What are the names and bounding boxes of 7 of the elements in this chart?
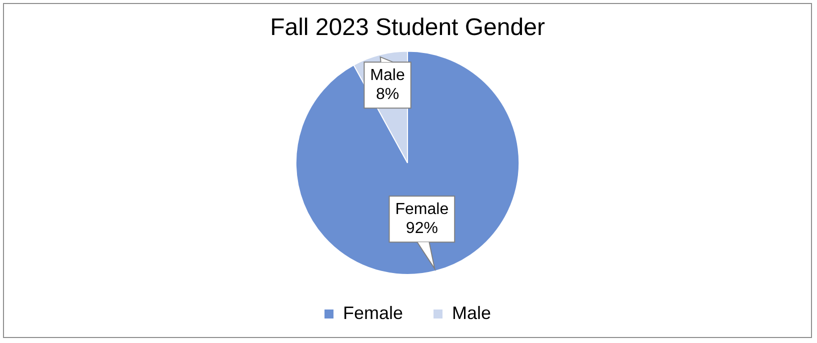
data-label: 8%: [376, 86, 400, 103]
legend-label: Male: [452, 302, 492, 323]
slice-label: Male: [370, 66, 405, 84]
slice-label: Female: [395, 201, 449, 218]
data-label: 92%: [406, 220, 438, 238]
legend-label: Female: [342, 302, 404, 323]
chart-title: Fall 2023 Student Gender: [270, 14, 545, 42]
